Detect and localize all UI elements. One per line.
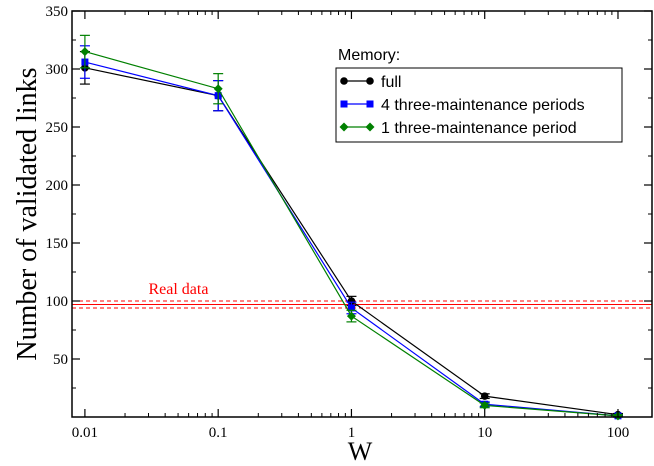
y-tick-label: 100: [46, 294, 69, 310]
y-tick-label: 350: [46, 4, 69, 20]
y-axis-title: Number of validated links: [12, 67, 43, 360]
x-tick-label: 1: [348, 425, 356, 441]
legend-marker: [365, 122, 375, 132]
legend-marker: [340, 77, 348, 85]
x-tick-label: 0.01: [72, 425, 98, 441]
series-3: [79, 34, 623, 421]
y-tick-label: 300: [46, 62, 69, 78]
y-tick-label: 50: [53, 352, 68, 368]
data-point: [480, 392, 489, 400]
y-tick-label: 250: [46, 120, 69, 136]
x-tick-label: 0.1: [209, 425, 228, 441]
legend-box: [335, 67, 623, 143]
legend-label: 4 three-maintenance periods: [381, 97, 585, 114]
y-tick-label: 150: [46, 236, 69, 252]
legend: Memory: full 4 three-maintenance periods 1…: [335, 47, 623, 143]
x-axis-title: W: [348, 437, 373, 466]
legend-label: full: [381, 74, 401, 91]
legend-marker: [366, 100, 374, 108]
data-point: [347, 297, 356, 305]
y-tick-label: 200: [46, 178, 69, 194]
legend-marker: [340, 100, 348, 108]
data-point: [80, 47, 90, 57]
legend-title: Memory:: [338, 47, 400, 64]
data-point: [480, 400, 490, 410]
data-point: [213, 84, 223, 94]
x-tick-label: 10: [477, 425, 492, 441]
legend-marker: [339, 122, 349, 132]
real-data-label: Real data: [148, 281, 208, 298]
data-point: [346, 311, 356, 321]
x-tick-label: 100: [607, 425, 630, 441]
legend-label: 1 three-maintenance period: [381, 120, 577, 137]
data-point: [347, 304, 355, 312]
legend-marker: [366, 77, 374, 85]
